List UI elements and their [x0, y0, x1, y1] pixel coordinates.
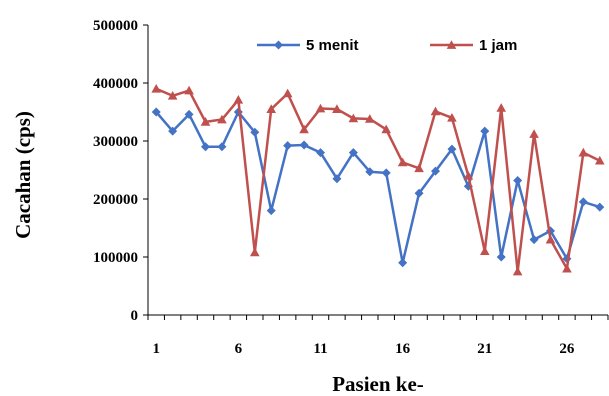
- y-tick-label: 200000: [93, 192, 138, 208]
- data-point: [332, 104, 342, 113]
- data-point: [364, 114, 375, 123]
- data-point: [594, 155, 605, 165]
- x-tick-label: 21: [477, 341, 492, 357]
- series-layer: [151, 84, 605, 276]
- legend: 5 menit 1 jam: [257, 37, 517, 54]
- data-point: [431, 166, 440, 176]
- data-point: [578, 147, 589, 157]
- data-point: [348, 148, 358, 158]
- data-point: [184, 85, 194, 95]
- data-point: [249, 247, 260, 257]
- data-point: [562, 263, 572, 273]
- data-point: [365, 167, 375, 177]
- data-point: [151, 84, 162, 93]
- data-point: [480, 126, 490, 136]
- series-2: [151, 84, 605, 276]
- data-point: [274, 40, 283, 50]
- data-point: [398, 258, 408, 268]
- data-point: [315, 103, 326, 113]
- data-point: [283, 141, 293, 151]
- data-point: [299, 140, 309, 150]
- legend-entry: 5 menit: [257, 37, 359, 54]
- data-point: [447, 144, 457, 154]
- data-point: [201, 142, 210, 152]
- data-point: [414, 188, 424, 198]
- data-point: [266, 104, 277, 113]
- data-point: [529, 235, 539, 245]
- series-line: [155, 87, 601, 273]
- legend-label: 5 menit: [306, 37, 359, 54]
- data-point: [578, 197, 588, 207]
- y-tick-label: 100000: [93, 250, 138, 266]
- y-tick-label: 0: [131, 308, 139, 324]
- y-axis: 0 100000 200000 300000 400000 500000: [93, 18, 149, 324]
- x-tick-label: 11: [313, 341, 327, 357]
- data-point: [447, 113, 457, 122]
- data-point: [250, 127, 260, 137]
- data-point: [332, 174, 342, 184]
- data-point: [167, 90, 178, 100]
- x-tick-label: 26: [559, 341, 575, 357]
- data-point: [496, 252, 506, 262]
- data-point: [513, 175, 523, 185]
- data-point: [200, 117, 211, 126]
- data-point: [430, 106, 441, 116]
- data-point: [217, 142, 227, 152]
- y-tick-label: 400000: [93, 76, 138, 92]
- data-point: [595, 202, 605, 212]
- x-tick-label: 16: [395, 341, 411, 357]
- x-axis-title: Pasien ke-: [332, 372, 424, 396]
- data-point: [529, 129, 539, 138]
- data-point: [463, 171, 474, 180]
- data-point: [299, 124, 309, 134]
- data-point: [282, 88, 293, 98]
- x-tick-label: 6: [235, 341, 243, 357]
- legend-entry: 1 jam: [430, 37, 517, 54]
- data-point: [479, 246, 490, 256]
- x-axis: 1 6 11 16 21 26: [147, 314, 609, 357]
- y-tick-label: 500000: [93, 18, 138, 34]
- series-1: [151, 107, 605, 268]
- data-point: [151, 107, 161, 117]
- data-point: [446, 40, 457, 49]
- data-point: [184, 109, 194, 119]
- data-point: [381, 168, 391, 178]
- data-point: [545, 234, 556, 244]
- data-point: [414, 163, 424, 173]
- data-point: [397, 157, 408, 167]
- data-point: [168, 126, 178, 136]
- data-point: [233, 95, 244, 104]
- legend-label: 1 jam: [479, 37, 517, 54]
- y-tick-label: 300000: [93, 134, 138, 150]
- data-point: [381, 124, 392, 134]
- data-point: [496, 103, 507, 112]
- data-point: [266, 206, 276, 216]
- data-point: [316, 148, 325, 158]
- y-axis-title: Cacahan (cps): [11, 111, 35, 239]
- data-point: [512, 266, 523, 276]
- data-point: [348, 113, 359, 123]
- data-point: [217, 114, 227, 124]
- x-tick-label: 1: [152, 341, 160, 357]
